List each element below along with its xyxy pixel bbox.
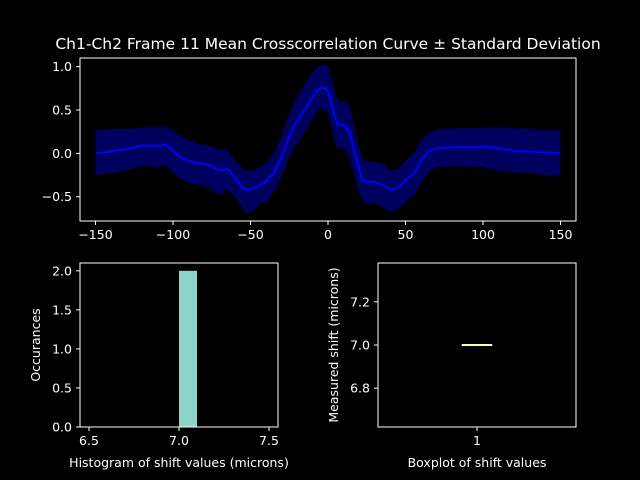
crosscorrelation-y-tick-label: 0.0 [52,146,72,161]
std-deviation-band [95,64,561,215]
histogram-x-label: Histogram of shift values (microns) [69,455,289,470]
crosscorrelation-plot: Ch1-Ch2 Frame 11 Mean Crosscorrelation C… [42,35,601,242]
boxplot-axes-frame [377,262,577,428]
crosscorrelation-axes-frame [79,57,577,222]
crosscorrelation-y-ticks: −0.5 0.0 0.5 1.0 [42,59,80,204]
boxplot-plot: 1 6.8 7.0 7.2 Boxplot of shift values Meas… [326,262,577,470]
boxplot-x-ticks: 1 [473,427,481,448]
histogram-bars [179,270,197,427]
mean-crosscorrelation-line [95,86,561,191]
boxplot-y-tick-label: 7.2 [350,294,370,309]
crosscorrelation-y-tick-label: −0.5 [42,189,72,204]
crosscorrelation-x-ticks: −150 −100 −50 0 50 100 150 [78,221,572,242]
histogram-y-tick-label: 0.5 [52,380,72,395]
crosscorrelation-x-tick-label: 100 [471,227,495,242]
histogram-x-tick-label: 7.0 [169,433,189,448]
boxplot-box [461,344,493,346]
boxplot-y-label: Measured shift (microns) [326,267,341,422]
boxplot-x-label: Boxplot of shift values [408,455,547,470]
histogram-y-tick-label: 1.5 [52,302,72,317]
crosscorrelation-x-tick-label: 50 [398,227,414,242]
histogram-y-tick-label: 2.0 [52,263,72,278]
crosscorrelation-x-tick-label: −100 [156,227,190,242]
crosscorrelation-x-tick-label: 150 [549,227,573,242]
boxplot-x-tick-label: 1 [473,433,481,448]
histogram-y-label: Occurances [28,308,43,381]
histogram-y-ticks: 0.0 0.5 1.0 1.5 2.0 [52,263,80,435]
boxplot-y-tick-label: 7.0 [350,338,370,353]
crosscorrelation-x-tick-label: 0 [324,227,332,242]
crosscorrelation-x-tick-label: −50 [237,227,263,242]
histogram-plot: 6.5 7.0 7.5 0.0 0.5 1.0 1.5 2.0 Histogram of s… [28,262,289,470]
crosscorrelation-y-tick-label: 1.0 [52,59,72,74]
boxplot-y-tick-label: 6.8 [350,381,370,396]
histogram-bar [179,270,197,427]
histogram-x-tick-label: 6.5 [79,433,99,448]
crosscorrelation-y-tick-label: 0.5 [52,103,72,118]
histogram-x-tick-label: 7.5 [259,433,279,448]
crosscorrelation-x-tick-label: −150 [78,227,112,242]
histogram-x-ticks: 6.5 7.0 7.5 [79,427,279,448]
histogram-y-tick-label: 1.0 [52,341,72,356]
boxplot-y-ticks: 6.8 7.0 7.2 [350,294,378,396]
crosscorrelation-title: Ch1-Ch2 Frame 11 Mean Crosscorrelation C… [55,35,600,53]
histogram-axes-frame [79,262,279,428]
histogram-y-tick-label: 0.0 [52,420,72,435]
